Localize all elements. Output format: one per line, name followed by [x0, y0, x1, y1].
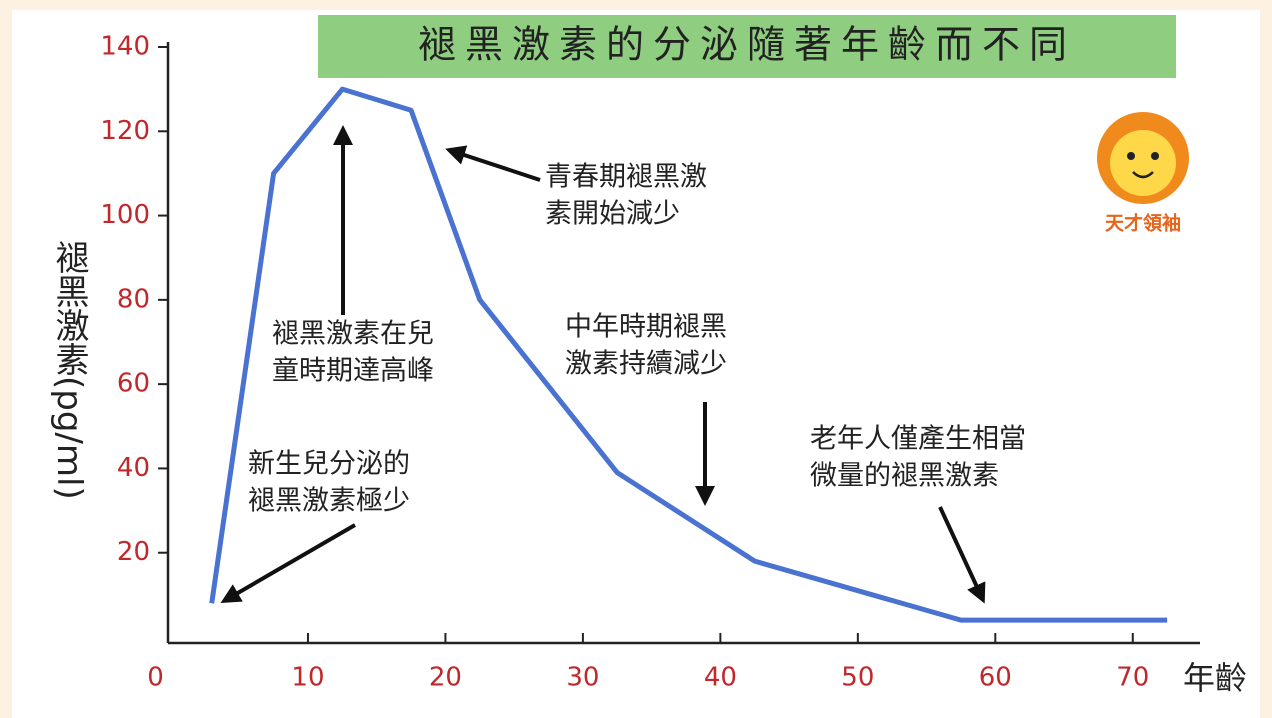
annotation: 青春期褪黑激: [545, 162, 707, 193]
y-tick-label: 120: [100, 116, 150, 146]
annotation: 素開始減少: [545, 199, 680, 230]
x-tick-label: 40: [704, 663, 737, 693]
x-tick-label: 20: [429, 663, 462, 693]
title-box: [318, 15, 1176, 78]
annotation: 微量的褪黑激素: [810, 461, 999, 492]
y-tick-label: 20: [117, 537, 150, 567]
data-line: [209, 86, 1168, 623]
y-tick-label: 60: [117, 369, 150, 399]
logo-face: [1110, 130, 1176, 196]
logo-text: 天才領袖: [1105, 212, 1181, 235]
x-tick-label: 50: [841, 663, 874, 693]
annotation: 褪黑激素極少: [248, 486, 410, 517]
annotation: 激素持續減少: [565, 349, 727, 380]
annotation: 褪黑激素在兒: [272, 319, 434, 350]
x-tick-label: 30: [566, 663, 599, 693]
annotation: 新生兒分泌的: [248, 449, 410, 480]
logo: 天才領袖: [1097, 112, 1189, 235]
annotation: 童時期達高峰: [272, 356, 434, 387]
x-tick-label: 70: [1116, 663, 1149, 693]
arrow: [938, 506, 986, 604]
x-axis-label: 年齡: [1183, 659, 1247, 697]
arrow: [220, 523, 357, 604]
arrow: [445, 145, 541, 182]
y-tick-label: 100: [100, 200, 150, 230]
logo-eye: [1127, 152, 1135, 160]
y-tick-label: 40: [117, 453, 150, 483]
y-axis-label: 褪黑激素(pg/ml): [49, 240, 89, 500]
y-tick-label: 80: [117, 284, 150, 314]
annotation-arrows: [220, 125, 986, 604]
x-tick-label: 60: [979, 663, 1012, 693]
annotation: 中年時期褪黑: [565, 312, 727, 343]
chart-title: 褪黑激素的分泌隨著年齡而不同: [418, 23, 1076, 67]
y-tick-label: 140: [100, 32, 150, 62]
plot-background: [12, 10, 1260, 718]
logo-mouth: [1132, 171, 1154, 179]
x-tick-label: 10: [291, 663, 324, 693]
x-tick-label: 0: [147, 663, 164, 693]
annotation: 老年人僅產生相當: [810, 424, 1026, 455]
logo-eye: [1151, 152, 1159, 160]
